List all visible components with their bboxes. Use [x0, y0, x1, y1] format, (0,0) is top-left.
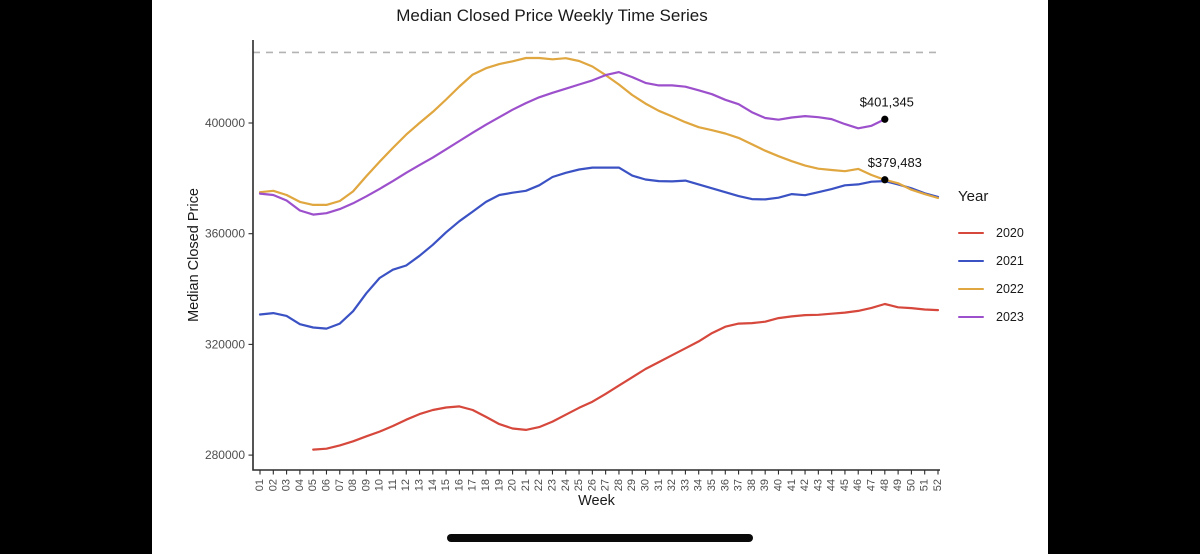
x-tick-label: 04: [294, 479, 306, 491]
x-tick-label: 25: [573, 479, 585, 491]
x-tick-label: 52: [932, 479, 944, 491]
x-tick-label: 45: [839, 479, 851, 491]
legend-label: 2020: [996, 226, 1024, 240]
x-tick-label: 07: [334, 479, 346, 491]
x-tick-label: 06: [320, 479, 332, 491]
series-line-2020: [312, 302, 940, 451]
x-tick-label: 47: [866, 479, 878, 491]
x-tick-label: 09: [360, 479, 372, 491]
legend-item-2023: 2023: [958, 303, 1024, 331]
annotation-dot: [881, 115, 889, 123]
x-tick-label: 50: [905, 479, 917, 491]
legend-item-2021: 2021: [958, 247, 1024, 275]
x-tick-label: 23: [546, 479, 558, 491]
x-tick-label: 18: [480, 479, 492, 491]
x-tick-label: 40: [772, 479, 784, 491]
x-tick-label: 12: [400, 479, 412, 491]
x-tick-label: 48: [879, 479, 891, 491]
x-tick-label: 03: [281, 479, 293, 491]
x-tick-label: 21: [520, 479, 532, 491]
x-tick-label: 29: [626, 479, 638, 491]
x-tick-label: 20: [507, 479, 519, 491]
legend-title: Year: [958, 188, 989, 205]
x-tick-label: 14: [427, 479, 439, 491]
x-tick-label: 16: [453, 479, 465, 491]
x-tick-label: 11: [387, 479, 399, 490]
x-axis-title: Week: [578, 493, 615, 509]
legend-label: 2022: [996, 282, 1024, 296]
x-tick-label: 24: [560, 479, 572, 491]
x-tick-label: 02: [267, 479, 279, 491]
legend-line-swatch-2022: [958, 287, 984, 291]
x-tick-label: 27: [600, 479, 612, 491]
annotation-dot: [881, 176, 889, 184]
x-tick-label: 46: [852, 479, 864, 491]
x-tick-label: 15: [440, 479, 452, 491]
series-line-2022: [258, 56, 940, 206]
legend-item-2022: 2022: [958, 275, 1024, 303]
x-tick-label: 51: [919, 479, 931, 491]
line-chart: 01 02 03 04 05 06 07 08 09 10 11 12 13 14 15 16 17 18 19 20…: [205, 40, 944, 491]
y-tick-label: 280000: [205, 448, 245, 462]
x-tick-label: 01: [254, 479, 266, 491]
legend-line-swatch-2021: [958, 259, 984, 263]
axis-lines: [252, 40, 940, 471]
x-tick-label: 26: [586, 479, 598, 491]
x-tick-label: 33: [679, 479, 691, 491]
x-tick-label: 44: [826, 479, 838, 491]
x-tick-label: 05: [307, 479, 319, 491]
x-tick-label: 08: [347, 479, 359, 491]
x-tick-label: 36: [719, 479, 731, 491]
x-tick-label: 41: [786, 479, 798, 491]
home-indicator[interactable]: [447, 534, 753, 542]
x-tick-label: 22: [533, 479, 545, 491]
x-tick-label: 37: [733, 479, 745, 491]
legend-label: 2023: [996, 310, 1024, 324]
left-letterbox-bar: [0, 0, 152, 554]
x-tick-label: 43: [812, 479, 824, 491]
y-tick-label: 400000: [205, 116, 245, 130]
x-tick-label: 32: [666, 479, 678, 491]
x-tick-label: 13: [414, 479, 426, 491]
annotation-label: $379,483: [868, 155, 922, 170]
right-letterbox-bar: [1048, 0, 1200, 554]
legend-label: 2021: [996, 254, 1024, 268]
x-tick-label: 38: [746, 479, 758, 491]
series-line-2021: [258, 166, 940, 330]
x-tick-label: 28: [613, 479, 625, 491]
legend-line-swatch-2023: [958, 315, 984, 319]
x-tick-label: 30: [640, 479, 652, 491]
series-line-2023: [258, 71, 886, 216]
legend-line-swatch-2020: [958, 231, 984, 235]
x-tick-label: 10: [374, 479, 386, 491]
x-tick-label: 19: [493, 479, 505, 491]
x-tick-label: 42: [799, 479, 811, 491]
y-tick-label: 320000: [205, 337, 245, 351]
x-tick-label: 39: [759, 479, 771, 491]
x-tick-label: 35: [706, 479, 718, 491]
x-tick-label: 31: [653, 479, 665, 491]
legend-item-2020: 2020: [958, 219, 1024, 247]
x-tick-label: 34: [693, 479, 705, 491]
chart-title: Median Closed Price Weekly Time Series: [396, 6, 708, 25]
x-tick-label: 17: [467, 479, 479, 491]
y-tick-label: 360000: [205, 227, 245, 241]
chart-legend: Year 2020 2021 2022 2023: [958, 188, 1024, 331]
x-tick-label: 49: [892, 479, 904, 491]
chart-panel: Median Closed Price Weekly Time Series M…: [152, 0, 1048, 554]
annotation-label: $401,345: [860, 94, 914, 109]
